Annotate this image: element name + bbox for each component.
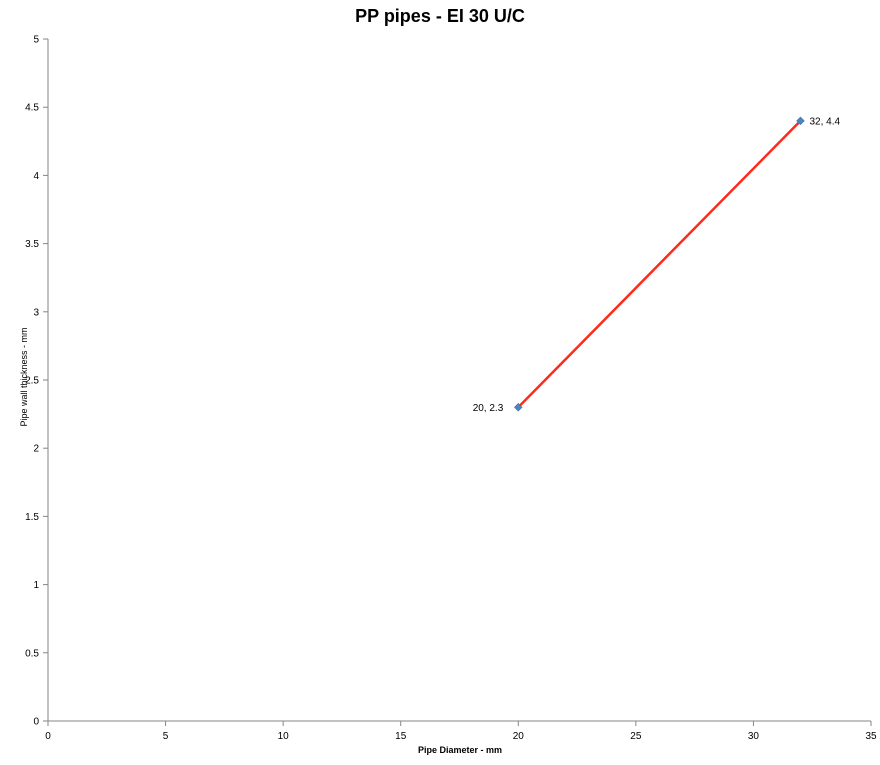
y-tick-label: 0.5 <box>25 648 39 659</box>
x-tick-label: 15 <box>395 731 407 742</box>
x-tick-label: 0 <box>45 731 51 742</box>
y-tick-label: 2 <box>33 444 39 455</box>
x-tick-label: 35 <box>865 731 877 742</box>
chart-title: PP pipes - EI 30 U/C <box>355 6 525 26</box>
data-series: 20, 2.3 32, 4.4 <box>473 116 841 413</box>
y-tick-label: 3 <box>33 307 39 318</box>
axes: 0 0.5 1 1.5 2 2.5 3 3.5 4 4.5 5 0 5 10 15 20 25 30 35 <box>25 35 877 743</box>
data-point <box>513 402 523 412</box>
y-tick-label: 0 <box>33 717 39 728</box>
y-axis-label: Pipe wall thickness - mm <box>19 327 29 427</box>
x-tick-label: 30 <box>748 731 760 742</box>
data-point <box>796 116 805 126</box>
y-tick-label: 4.5 <box>25 103 39 114</box>
y-tick-label: 1 <box>33 580 39 591</box>
series-line <box>517 119 802 409</box>
y-tick-label: 4 <box>33 171 39 182</box>
data-label: 32, 4.4 <box>809 116 840 127</box>
x-tick-label: 20 <box>513 731 525 742</box>
x-tick-label: 10 <box>278 731 290 742</box>
y-tick-label: 2.5 <box>25 376 39 387</box>
y-tick-label: 3.5 <box>25 239 39 250</box>
x-tick-label: 25 <box>630 731 642 742</box>
x-tick-label: 5 <box>163 731 169 742</box>
y-tick-label: 1.5 <box>25 512 39 523</box>
y-tick-label: 5 <box>33 35 39 46</box>
x-axis-label: Pipe Diameter - mm <box>417 745 503 755</box>
data-label: 20, 2.3 <box>473 403 504 414</box>
